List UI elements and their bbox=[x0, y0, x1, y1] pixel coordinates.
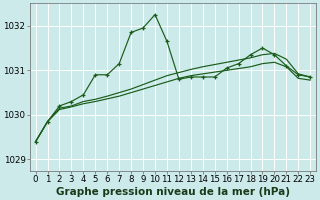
X-axis label: Graphe pression niveau de la mer (hPa): Graphe pression niveau de la mer (hPa) bbox=[56, 187, 290, 197]
